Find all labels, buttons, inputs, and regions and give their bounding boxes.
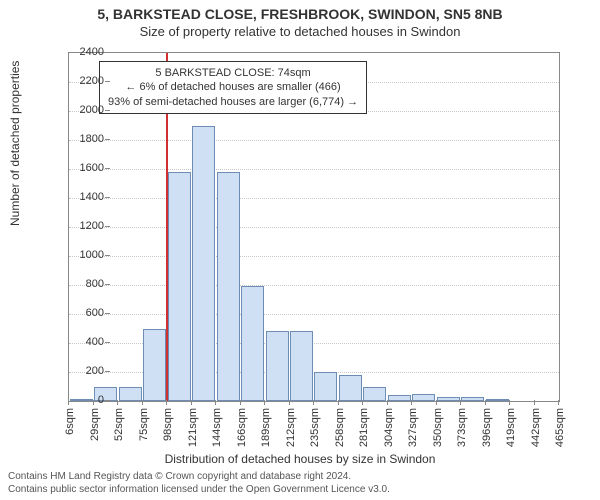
x-tick-mark xyxy=(436,400,437,405)
histogram-bar xyxy=(461,397,484,401)
histogram-bar xyxy=(217,172,240,401)
annotation-box: 5 BARKSTEAD CLOSE: 74sqm← 6% of detached… xyxy=(99,61,367,114)
y-tick-label: 1400 xyxy=(54,191,104,203)
x-tick-mark xyxy=(166,400,167,405)
x-tick-mark xyxy=(362,400,363,405)
histogram-bar xyxy=(143,329,166,402)
x-tick-mark xyxy=(313,400,314,405)
y-tick-label: 1200 xyxy=(54,220,104,232)
x-tick-mark xyxy=(485,400,486,405)
x-tick-mark xyxy=(142,400,143,405)
gridline xyxy=(69,227,559,228)
x-tick-mark xyxy=(68,400,69,405)
gridline xyxy=(69,140,559,141)
histogram-bar xyxy=(290,331,313,401)
gridline xyxy=(69,285,559,286)
histogram-bar xyxy=(437,397,460,401)
footer-attribution: Contains HM Land Registry data © Crown c… xyxy=(8,471,390,496)
histogram-bar xyxy=(266,331,289,401)
y-tick-label: 0 xyxy=(54,394,104,406)
y-tick-label: 600 xyxy=(54,307,104,319)
x-tick-mark xyxy=(215,400,216,405)
y-tick-label: 1000 xyxy=(54,249,104,261)
x-tick-mark xyxy=(338,400,339,405)
footer-line-2: Contains public sector information licen… xyxy=(8,484,390,497)
x-tick-mark xyxy=(460,400,461,405)
gridline xyxy=(69,198,559,199)
x-tick-mark xyxy=(534,400,535,405)
plot-area: 5 BARKSTEAD CLOSE: 74sqm← 6% of detached… xyxy=(68,52,560,402)
y-tick-label: 200 xyxy=(54,365,104,377)
x-tick-mark xyxy=(558,400,559,405)
y-tick-label: 1800 xyxy=(54,133,104,145)
page-subtitle: Size of property relative to detached ho… xyxy=(0,22,600,39)
y-axis-label: Number of detached properties xyxy=(8,61,22,226)
x-tick-mark xyxy=(93,400,94,405)
histogram-bar xyxy=(168,172,191,401)
y-tick-label: 2000 xyxy=(54,104,104,116)
x-tick-mark xyxy=(289,400,290,405)
histogram-bar xyxy=(241,286,264,401)
histogram-bar xyxy=(388,395,411,401)
y-tick-label: 400 xyxy=(54,336,104,348)
y-tick-label: 800 xyxy=(54,278,104,290)
annotation-line: 93% of semi-detached houses are larger (… xyxy=(108,95,358,109)
gridline xyxy=(69,169,559,170)
annotation-line: 5 BARKSTEAD CLOSE: 74sqm xyxy=(108,66,358,80)
x-tick-mark xyxy=(509,400,510,405)
footer-line-1: Contains HM Land Registry data © Crown c… xyxy=(8,471,390,484)
histogram-bar xyxy=(486,399,509,401)
histogram-bar xyxy=(339,375,362,401)
x-axis-label: Distribution of detached houses by size … xyxy=(0,452,600,466)
x-tick-mark xyxy=(240,400,241,405)
gridline xyxy=(69,256,559,257)
chart-container: { "title": "5, BARKSTEAD CLOSE, FRESHBRO… xyxy=(0,0,600,500)
gridline xyxy=(69,314,559,315)
histogram-bar xyxy=(314,372,337,401)
x-tick-mark xyxy=(117,400,118,405)
histogram-bar xyxy=(363,387,386,402)
histogram-bar xyxy=(412,394,435,401)
x-tick-mark xyxy=(264,400,265,405)
x-tick-mark xyxy=(387,400,388,405)
y-tick-label: 2200 xyxy=(54,75,104,87)
annotation-line: ← 6% of detached houses are smaller (466… xyxy=(108,80,358,94)
page-title: 5, BARKSTEAD CLOSE, FRESHBROOK, SWINDON,… xyxy=(0,0,600,22)
histogram-bar xyxy=(119,387,142,402)
y-tick-label: 2400 xyxy=(54,46,104,58)
x-tick-mark xyxy=(191,400,192,405)
histogram-bar xyxy=(192,126,215,402)
x-tick-mark xyxy=(411,400,412,405)
y-tick-label: 1600 xyxy=(54,162,104,174)
